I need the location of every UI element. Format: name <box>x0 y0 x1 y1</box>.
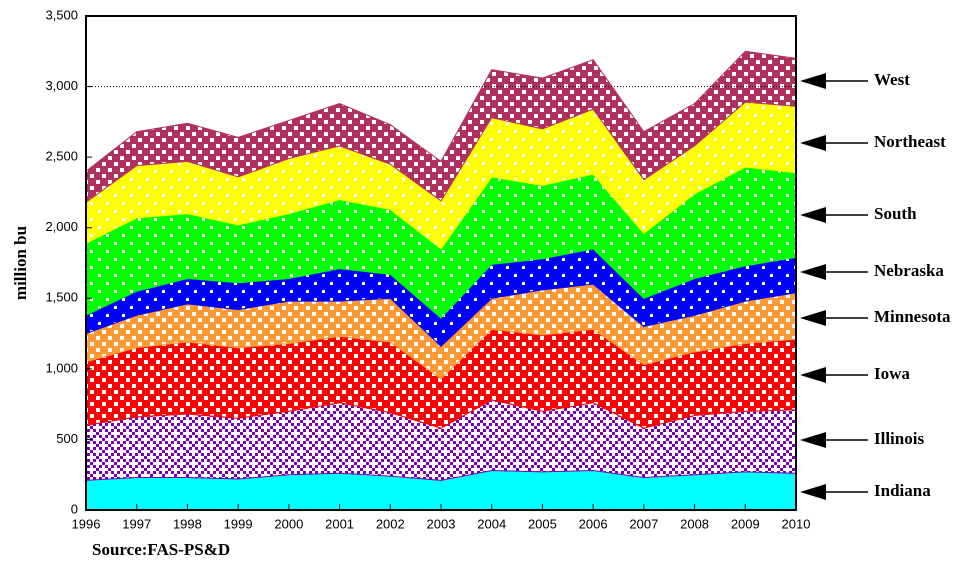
y-axis-label: million bu <box>11 226 30 300</box>
x-tick-label: 2010 <box>782 516 811 531</box>
x-tick-label: 1996 <box>72 516 101 531</box>
y-tick-label: 3,000 <box>45 78 78 93</box>
x-tick-label: 2000 <box>274 516 303 531</box>
x-tick-label: 1997 <box>122 516 151 531</box>
x-tick-label: 2008 <box>680 516 709 531</box>
legend-label: Minnesota <box>874 307 951 326</box>
legend-label: West <box>874 70 910 89</box>
x-tick-label: 2004 <box>477 516 506 531</box>
legend-label: Nebraska <box>874 261 944 280</box>
x-tick-label: 2006 <box>579 516 608 531</box>
x-tick-label: 2002 <box>376 516 405 531</box>
legend-arrow <box>800 432 826 448</box>
source-note: Source:FAS-PS&D <box>92 540 230 559</box>
legend-arrow <box>800 484 826 500</box>
x-tick-label: 1999 <box>224 516 253 531</box>
legend-label: Iowa <box>874 364 910 383</box>
legend-label: Indiana <box>874 481 931 500</box>
x-tick-label: 2001 <box>325 516 354 531</box>
x-tick-label: 1998 <box>173 516 202 531</box>
legend-arrow <box>800 135 826 151</box>
legend-arrow <box>800 73 826 89</box>
y-tick-label: 2,000 <box>45 219 78 234</box>
legend-label: South <box>874 204 917 223</box>
x-tick-label: 2007 <box>629 516 658 531</box>
y-tick-label: 3,500 <box>45 7 78 22</box>
legend-arrow <box>800 310 826 326</box>
x-tick-label: 2009 <box>731 516 760 531</box>
y-tick-label: 500 <box>56 431 78 446</box>
y-tick-label: 1,500 <box>45 290 78 305</box>
y-tick-label: 2,500 <box>45 149 78 164</box>
y-tick-label: 1,000 <box>45 360 78 375</box>
x-tick-label: 2003 <box>427 516 456 531</box>
legend-arrow <box>800 367 826 383</box>
legend-label: Illinois <box>874 429 924 448</box>
x-tick-label: 2005 <box>528 516 557 531</box>
y-tick-label: 0 <box>71 501 78 516</box>
legend-arrow <box>800 264 826 280</box>
legend-arrow <box>800 207 826 223</box>
legend-label: Northeast <box>874 132 946 151</box>
